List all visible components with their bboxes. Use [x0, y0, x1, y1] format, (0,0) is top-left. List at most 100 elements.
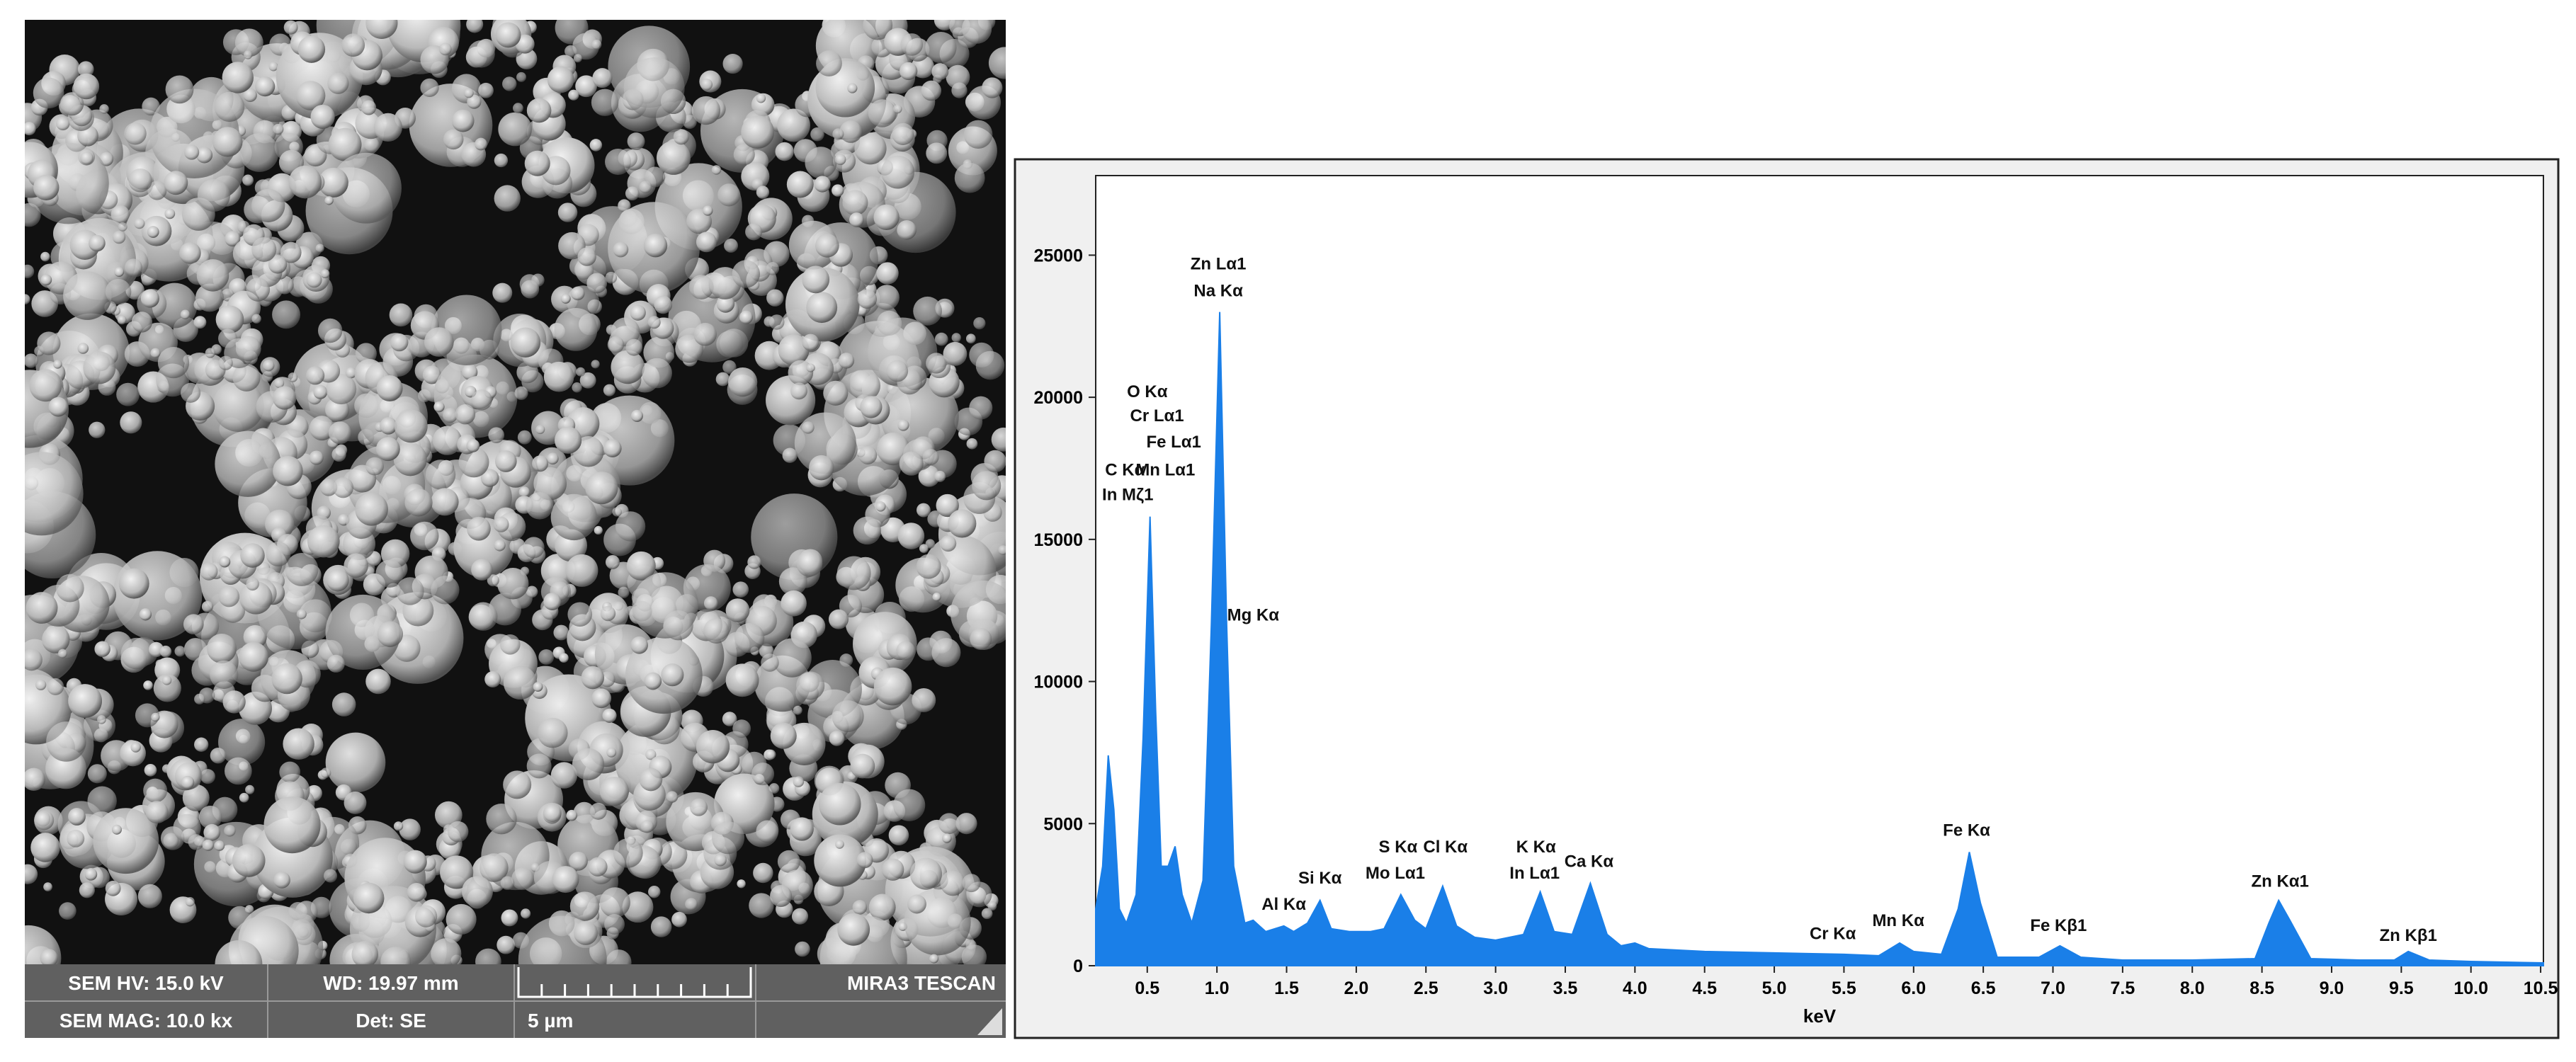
particle — [961, 20, 992, 44]
particle — [966, 438, 978, 450]
particle — [550, 493, 598, 541]
particle — [639, 767, 663, 792]
particle — [688, 275, 714, 299]
particle — [796, 671, 825, 700]
particle — [907, 894, 926, 914]
particle — [203, 823, 221, 841]
particle — [523, 537, 545, 559]
particle — [25, 122, 36, 136]
particle — [796, 550, 823, 577]
peak-label: Zn Kα1 — [2251, 872, 2308, 891]
particle — [654, 295, 673, 314]
particle — [431, 576, 460, 605]
particle — [431, 488, 459, 516]
peak-label: Zn Kβ1 — [2380, 926, 2437, 945]
particle — [599, 776, 629, 806]
particle — [325, 594, 401, 670]
particle — [40, 274, 52, 286]
particle — [916, 503, 931, 518]
particle — [83, 351, 116, 384]
particle — [722, 360, 737, 375]
particle — [806, 292, 838, 324]
particle — [432, 426, 462, 455]
particle — [239, 641, 269, 672]
particle — [279, 761, 301, 783]
particle — [480, 469, 499, 487]
particle — [510, 327, 541, 358]
particle — [573, 920, 598, 945]
particle — [393, 442, 427, 476]
x-tick-label: 3.5 — [1553, 978, 1578, 998]
x-tick-label: 10.0 — [2453, 978, 2488, 998]
particle — [640, 820, 654, 833]
particle — [756, 820, 779, 843]
particle — [568, 89, 579, 101]
x-tick-label: 0.5 — [1135, 978, 1159, 998]
particle — [239, 581, 273, 615]
particle — [124, 122, 147, 145]
particle — [569, 852, 588, 871]
particle — [768, 783, 780, 794]
particle — [893, 789, 926, 821]
particle — [215, 430, 281, 497]
particle — [856, 852, 873, 869]
particle — [875, 171, 956, 253]
particle — [714, 853, 727, 867]
particle — [393, 821, 404, 831]
particle — [205, 348, 215, 358]
particle — [198, 806, 222, 829]
particle — [962, 874, 981, 893]
particle — [118, 568, 149, 599]
particle — [627, 132, 645, 151]
info-text: Det: SE — [356, 1010, 426, 1032]
particle — [345, 367, 357, 379]
particle — [466, 20, 484, 33]
particle — [307, 525, 340, 558]
particle — [59, 902, 76, 920]
particle — [951, 333, 961, 343]
particle — [142, 97, 160, 116]
particle — [153, 674, 181, 702]
particle — [467, 516, 491, 541]
particle — [451, 109, 475, 132]
particle — [512, 103, 523, 114]
particle — [899, 62, 918, 81]
particle — [526, 753, 552, 779]
particle — [648, 885, 661, 898]
particle — [183, 614, 204, 635]
particle — [938, 813, 960, 835]
particle — [165, 75, 194, 104]
particle — [327, 72, 349, 94]
particle — [215, 305, 244, 334]
particle — [836, 556, 871, 590]
particle — [942, 833, 952, 843]
particle — [589, 802, 607, 820]
particle — [68, 684, 103, 718]
particle — [404, 489, 433, 517]
particle — [747, 555, 761, 569]
particle — [594, 525, 603, 535]
particle — [495, 22, 521, 48]
particle — [89, 234, 106, 252]
particle — [320, 767, 331, 778]
particle — [320, 269, 330, 278]
particle — [703, 205, 713, 216]
particle — [572, 33, 600, 60]
particle — [876, 262, 899, 285]
particle — [492, 282, 513, 303]
particle — [775, 142, 794, 161]
particle — [511, 867, 534, 891]
particle — [128, 168, 152, 193]
particle — [925, 32, 957, 64]
brand-logo — [977, 1008, 1002, 1035]
particle — [218, 719, 266, 766]
particle — [214, 91, 245, 122]
particle — [212, 127, 243, 157]
particle — [234, 28, 263, 57]
particle — [181, 382, 201, 403]
particle — [35, 679, 47, 690]
particle — [886, 360, 909, 382]
particle — [946, 64, 970, 89]
y-tick-label: 10000 — [1033, 673, 1083, 692]
particle — [934, 470, 946, 482]
